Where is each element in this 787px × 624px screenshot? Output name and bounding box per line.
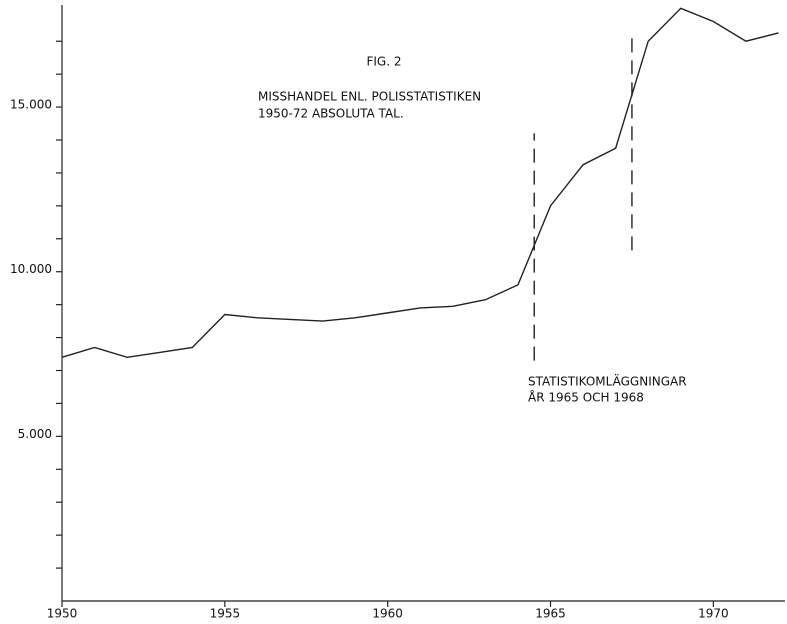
y-tick-label: 15.000 [10,98,52,112]
chart-subtitle: MISSHANDEL ENL. POLISSTATISTIKEN [258,90,481,104]
x-tick-label: 1965 [535,607,566,621]
data-line [61,7,779,359]
x-tick-label: 1970 [698,607,729,621]
chart-title: FIG. 2 [366,55,401,69]
y-tick-label: 10.000 [10,262,52,276]
x-tick-label: 1960 [372,607,403,621]
x-tick-label: 1955 [210,607,241,621]
y-tick-label: 5.000 [18,427,52,441]
annotation: STATISTIKOMLÄGGNINGAR [528,374,687,389]
annotation: ÅR 1965 OCH 1968 [528,390,644,405]
chart-subtitle: 1950-72 ABSOLUTA TAL. [258,107,404,121]
x-tick-label: 1950 [47,607,78,621]
